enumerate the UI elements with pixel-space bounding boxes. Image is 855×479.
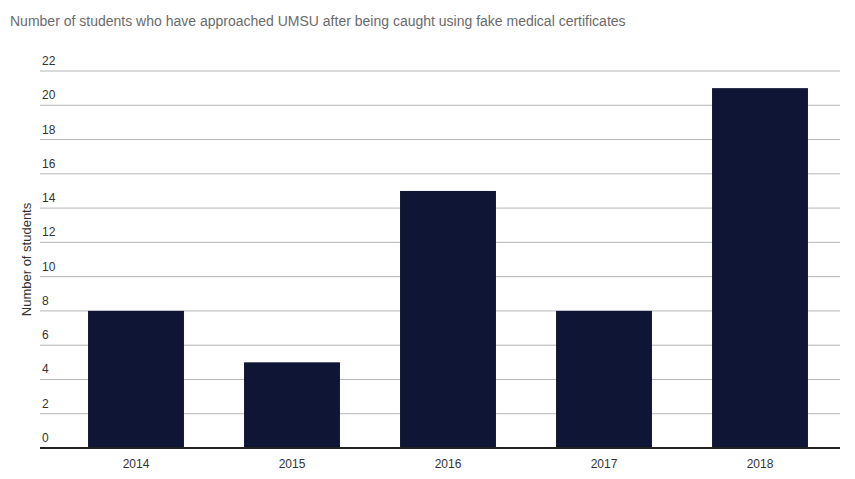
x-tick-label: 2018 bbox=[747, 457, 774, 471]
bar bbox=[400, 191, 496, 448]
y-tick-label: 10 bbox=[42, 260, 56, 274]
y-tick-label: 18 bbox=[42, 123, 56, 137]
y-tick-label: 2 bbox=[42, 397, 49, 411]
chart: Number of students who have approached U… bbox=[0, 0, 855, 479]
y-axis-label: Number of students bbox=[19, 202, 34, 316]
y-tick-label: 6 bbox=[42, 328, 49, 342]
x-tick-label: 2014 bbox=[123, 457, 150, 471]
bar bbox=[88, 311, 184, 448]
bar bbox=[244, 362, 340, 448]
grid-line bbox=[40, 71, 840, 72]
grid bbox=[40, 71, 840, 448]
bars bbox=[88, 88, 808, 448]
x-tick-label: 2015 bbox=[279, 457, 306, 471]
y-tick-label: 20 bbox=[42, 88, 56, 102]
y-tick-label: 16 bbox=[42, 157, 56, 171]
x-tick-label: 2017 bbox=[591, 457, 618, 471]
y-tick-label: 0 bbox=[42, 431, 49, 445]
x-tick-label: 2016 bbox=[435, 457, 462, 471]
y-tick-label: 12 bbox=[42, 225, 56, 239]
title: Number of students who have approached U… bbox=[10, 13, 626, 29]
y-tick-label: 4 bbox=[42, 362, 49, 376]
y-tick-label: 22 bbox=[42, 54, 56, 68]
y-tick-label: 8 bbox=[42, 294, 49, 308]
bar bbox=[556, 311, 652, 448]
y-tick-label: 14 bbox=[42, 191, 56, 205]
x-axis-line bbox=[40, 447, 840, 449]
bar bbox=[712, 88, 808, 448]
grid-line bbox=[40, 448, 840, 449]
